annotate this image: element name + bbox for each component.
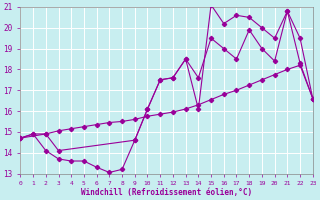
X-axis label: Windchill (Refroidissement éolien,°C): Windchill (Refroidissement éolien,°C) [81,188,252,197]
